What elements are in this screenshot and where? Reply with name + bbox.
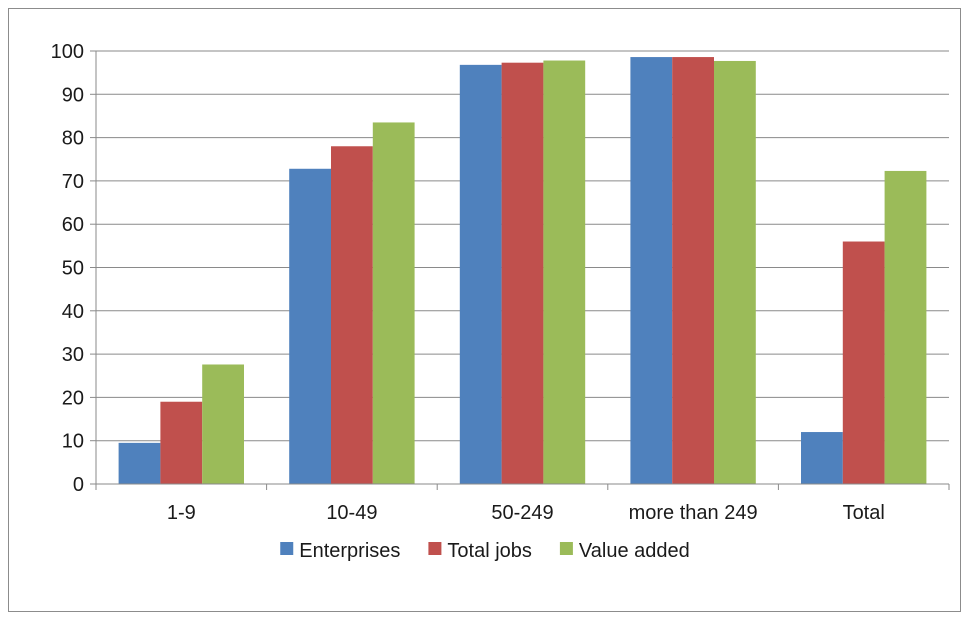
legend-swatch-total-jobs bbox=[428, 542, 442, 555]
bar-total-jobs-3 bbox=[672, 57, 714, 484]
bar-value-added-4 bbox=[884, 170, 927, 485]
x-tick-label: 10-49 bbox=[326, 502, 377, 524]
x-tick-label: 1-9 bbox=[167, 502, 196, 524]
x-tick-label: Total bbox=[843, 502, 885, 524]
legend-swatch-value-added bbox=[559, 542, 573, 555]
y-tick-label: 100 bbox=[51, 41, 84, 63]
legend: Enterprises Total jobs Value added bbox=[280, 540, 690, 562]
bar-enterprises-0 bbox=[118, 442, 161, 484]
legend-label: Enterprises bbox=[299, 540, 400, 562]
y-tick-label: 10 bbox=[62, 431, 84, 453]
legend-label: Total jobs bbox=[447, 540, 532, 562]
y-tick-label: 70 bbox=[62, 171, 84, 193]
x-tick-label: more than 249 bbox=[629, 502, 758, 524]
bar-value-added-0 bbox=[202, 364, 244, 484]
y-tick-label: 20 bbox=[62, 387, 84, 409]
bar-enterprises-2 bbox=[459, 64, 502, 484]
y-tick-label: 30 bbox=[62, 344, 84, 366]
bar-total-jobs-0 bbox=[160, 401, 203, 484]
legend-label: Value added bbox=[579, 540, 690, 562]
bar-value-added-2 bbox=[543, 60, 586, 484]
bar-value-added-3 bbox=[713, 60, 756, 485]
bar-chart: 0 10 20 30 40 50 60 70 80 90 100 1-9 10-49 50-249 more… bbox=[51, 41, 950, 562]
y-tick-label: 0 bbox=[73, 474, 84, 496]
bar-enterprises-1 bbox=[289, 168, 332, 484]
y-tick-label: 50 bbox=[62, 258, 84, 280]
y-tick-label: 90 bbox=[62, 84, 84, 106]
bar-total-jobs-1 bbox=[331, 146, 373, 484]
bars bbox=[118, 57, 927, 485]
bar-total-jobs-4 bbox=[842, 241, 885, 484]
legend-swatch-enterprises bbox=[280, 542, 294, 555]
bar-value-added-1 bbox=[372, 122, 415, 484]
y-tick-label: 40 bbox=[62, 301, 84, 323]
axes: 0 10 20 30 40 50 60 70 80 90 100 1-9 10-49 50-249 more… bbox=[51, 41, 950, 524]
bar-enterprises-3 bbox=[630, 57, 673, 484]
chart-frame: 0 10 20 30 40 50 60 70 80 90 100 1-9 10-49 50-249 more… bbox=[8, 8, 961, 612]
bar-total-jobs-2 bbox=[501, 62, 544, 484]
y-tick-label: 80 bbox=[62, 128, 84, 150]
bar-enterprises-4 bbox=[801, 432, 843, 484]
x-tick-label: 50-249 bbox=[491, 502, 553, 524]
y-tick-label: 60 bbox=[62, 214, 84, 236]
